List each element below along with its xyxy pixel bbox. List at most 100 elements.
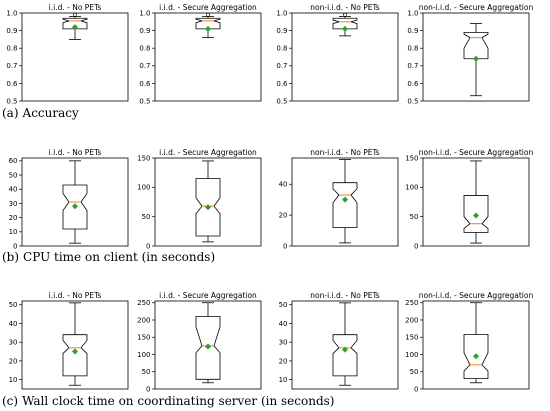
y-tick-label: 0.5 [139, 97, 150, 105]
y-tick-label: 0.7 [139, 62, 150, 70]
mean-marker [72, 203, 78, 210]
plot-frame [422, 300, 530, 390]
plots-layer: i.i.d. - No PETs 0.5 0.6 0.7 0.8 0.9 1.0 i.i.d.… [6, 3, 533, 393]
y-tick-label: 0 [414, 242, 418, 250]
plot-frame [291, 157, 399, 247]
y-tick-label: 60 [9, 157, 18, 165]
flier-point [343, 12, 347, 17]
y-tick-label: 0.9 [407, 27, 418, 35]
caption-a: (a) Accuracy [2, 106, 79, 120]
mean-marker [205, 343, 211, 350]
caption-a-text: Accuracy [22, 106, 79, 120]
y-tick-label: 0 [146, 385, 150, 393]
mean-marker [473, 55, 479, 62]
y-tick-label: 0 [414, 385, 418, 393]
y-tick-label: 150 [405, 334, 418, 342]
y-tick-label: 30 [9, 200, 18, 208]
box-plot-6: i.i.d. - Secure Aggregation 0 50 100 150 [137, 148, 262, 250]
box [332, 17, 358, 30]
mean-marker [205, 25, 211, 32]
box-plot-2: i.i.d. - Secure Aggregation 0.5 0.6 0.7 0.8 0… [139, 3, 262, 105]
y-tick-label: 100 [137, 351, 150, 359]
caption-c-text: Wall clock time on coordinating server (… [22, 394, 334, 408]
y-tick-label: 0.6 [6, 80, 18, 88]
box [62, 334, 88, 377]
y-tick-label: 50 [410, 213, 419, 221]
y-tick-label: 50 [9, 301, 18, 309]
mean-marker [342, 25, 348, 32]
plot-title: i.i.d. - Secure Aggregation [159, 3, 257, 12]
mean-marker [473, 212, 479, 219]
plot-title: i.i.d. - No PETs [49, 148, 102, 157]
plot-title: i.i.d. - No PETs [49, 3, 102, 12]
y-tick-label: 50 [410, 368, 419, 376]
caption-c-letter: (c) [2, 394, 18, 408]
flier-point [206, 12, 210, 17]
box [463, 31, 489, 60]
svg-text:(a)Accuracy: (a) Accuracy [2, 106, 79, 120]
box-plot-4: non-i.i.d. - Secure Aggregation 0.5 0.6 0.7… [407, 3, 533, 105]
plot-title: non-i.i.d. - Secure Aggregation [419, 3, 534, 12]
y-tick-label: 10 [9, 228, 18, 236]
box-plot-11: non-i.i.d. - No PETs 10 20 30 40 50 [279, 291, 399, 390]
plot-frame [154, 157, 262, 247]
y-tick-label: 100 [137, 184, 150, 192]
box-plot-10: i.i.d. - Secure Aggregation 0 50 100 150 200 2… [137, 291, 262, 393]
y-tick-label: 20 [279, 357, 288, 365]
y-tick-label: 0.6 [407, 80, 419, 88]
box-plot-3: non-i.i.d. - No PETs 0.5 0.6 0.7 0.8 0.9 1.0 [276, 3, 399, 105]
y-tick-label: 150 [137, 154, 150, 162]
y-tick-label: 0 [146, 242, 150, 250]
caption-b: (b) CPU time on client (in seconds) [2, 250, 215, 264]
y-tick-label: 150 [405, 154, 418, 162]
plot-title: i.i.d. - Secure Aggregation [159, 148, 257, 157]
y-tick-label: 1.0 [6, 9, 17, 17]
mean-marker [342, 196, 348, 203]
y-tick-label: 10 [9, 376, 18, 384]
svg-text:(c)Wall clock time on coordina: (c) Wall clock time on coordinating serve… [2, 394, 334, 408]
plot-title: non-i.i.d. - No PETs [310, 291, 380, 300]
y-tick-label: 0.8 [407, 45, 418, 53]
caption-b-text: CPU time on client (in seconds) [23, 250, 215, 264]
y-tick-label: 0.8 [6, 45, 17, 53]
y-tick-label: 250 [405, 299, 418, 307]
y-tick-label: 0 [13, 242, 17, 250]
box-plot-5: i.i.d. - No PETs 0 10 20 30 40 50 60 [9, 148, 129, 250]
y-tick-label: 40 [9, 186, 18, 194]
box [332, 334, 358, 377]
y-tick-label: 40 [279, 320, 288, 328]
y-tick-label: 0.7 [407, 62, 418, 70]
caption-b-letter: (b) [2, 250, 19, 264]
y-tick-label: 10 [279, 376, 288, 384]
box-plot-12: non-i.i.d. - Secure Aggregation 0 50 100 150… [405, 291, 533, 393]
y-tick-label: 0.8 [139, 45, 150, 53]
y-tick-label: 0.7 [276, 62, 287, 70]
y-tick-label: 0.9 [139, 27, 150, 35]
y-tick-label: 50 [142, 368, 151, 376]
y-tick-label: 250 [137, 299, 150, 307]
plot-title: non-i.i.d. - Secure Aggregation [419, 291, 534, 300]
plot-title: non-i.i.d. - No PETs [310, 148, 380, 157]
y-tick-label: 0.9 [276, 27, 287, 35]
caption-c: (c) Wall clock time on coordinating serve… [2, 394, 334, 408]
plot-title: i.i.d. - No PETs [49, 291, 102, 300]
box [332, 182, 358, 228]
mean-marker [342, 346, 348, 353]
y-tick-label: 1.0 [407, 9, 418, 17]
y-tick-label: 0.5 [6, 97, 17, 105]
y-tick-label: 20 [279, 212, 288, 220]
y-tick-label: 40 [279, 181, 288, 189]
y-tick-label: 0.8 [276, 45, 287, 53]
y-tick-label: 0.5 [276, 97, 287, 105]
y-tick-label: 0.5 [407, 97, 418, 105]
mean-marker [72, 24, 78, 31]
y-tick-label: 50 [279, 301, 288, 309]
caption-a-letter: (a) [2, 106, 19, 120]
y-tick-label: 20 [9, 357, 18, 365]
plot-title: i.i.d. - Secure Aggregation [159, 291, 257, 300]
y-tick-label: 0 [283, 242, 287, 250]
mean-marker [72, 348, 78, 355]
plot-frame [422, 157, 530, 247]
svg-text:(b)CPU time on client (in seco: (b) CPU time on client (in seconds) [2, 250, 215, 264]
box-plot-9: i.i.d. - No PETs 10 20 30 40 50 [9, 291, 129, 390]
